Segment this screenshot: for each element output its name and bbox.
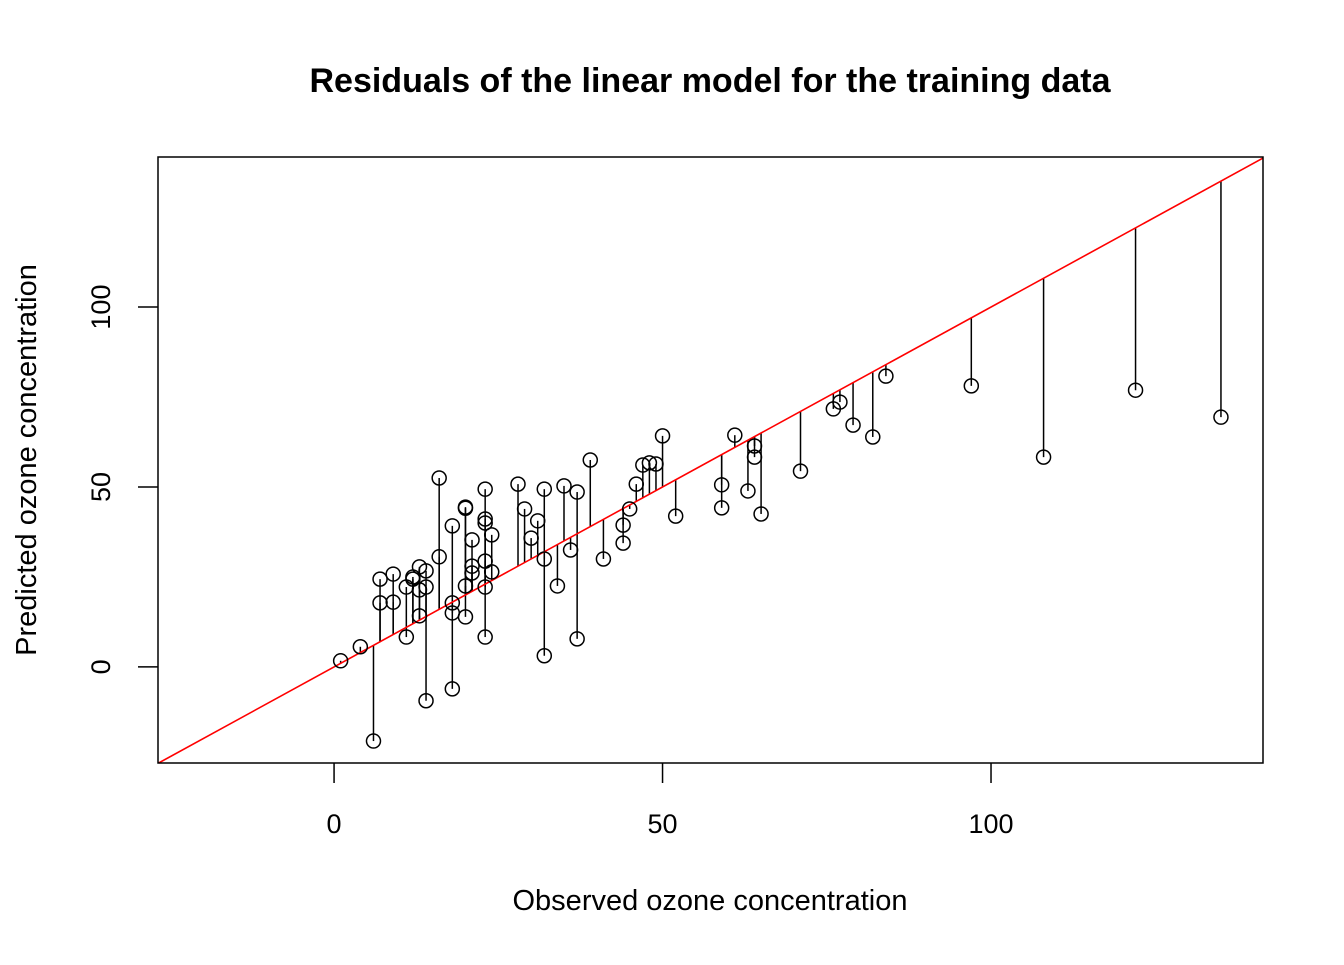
data-point [457, 500, 474, 516]
data-point [431, 470, 447, 486]
data-point [418, 692, 434, 709]
data-point [398, 629, 415, 645]
data-point [483, 527, 500, 543]
identity-line [158, 157, 1264, 764]
data-point [727, 427, 743, 443]
y-axis-label: Predicted ozone concentration [11, 264, 43, 656]
data-point [713, 500, 730, 516]
data-point [556, 478, 572, 494]
data-point [635, 457, 651, 473]
data-point [792, 463, 809, 479]
chart-title: Residuals of the linear model for the tr… [309, 62, 1111, 100]
data-point [477, 481, 493, 497]
data-point [464, 532, 480, 548]
data-point [385, 594, 401, 610]
data-point [628, 476, 645, 492]
data-point [372, 571, 388, 587]
data-point [529, 513, 546, 529]
data-point [477, 629, 493, 645]
data-point [536, 551, 553, 567]
data-point [582, 452, 599, 468]
data-point [352, 639, 369, 655]
data-point [418, 579, 434, 595]
data-point [865, 429, 881, 445]
data-point [1127, 382, 1144, 398]
data-point [845, 417, 861, 433]
data-point [1035, 449, 1052, 465]
data-point [516, 501, 533, 517]
data-point [523, 530, 539, 546]
data-point [713, 477, 730, 493]
y-tick-label: 50 [86, 472, 116, 502]
data-point [372, 595, 388, 611]
data-point [648, 456, 664, 472]
data-point [667, 508, 684, 524]
data-point [464, 565, 480, 581]
data-point [569, 631, 585, 647]
data-point [641, 455, 658, 471]
data-point [418, 563, 434, 579]
data-point [536, 481, 553, 497]
x-tick-label: 50 [648, 809, 678, 839]
data-point [621, 501, 638, 517]
data-point [963, 378, 980, 394]
data-point [510, 476, 526, 492]
data-point [1213, 409, 1229, 425]
data-point [746, 449, 763, 465]
data-point [595, 551, 612, 567]
data-point [878, 368, 894, 384]
data-point [332, 653, 349, 669]
data-point [615, 535, 631, 551]
data-point [483, 564, 500, 580]
data-point [477, 511, 493, 527]
data-point [444, 518, 461, 534]
x-axis-label: Observed ozone concentration [513, 885, 908, 917]
data-point [654, 428, 671, 444]
data-point [431, 549, 447, 565]
data-point [411, 608, 428, 624]
data-point [562, 542, 579, 558]
data-point [753, 506, 769, 522]
data-point [569, 484, 585, 500]
data-point [385, 566, 401, 582]
data-point [464, 558, 480, 574]
data-point [411, 582, 428, 598]
plot-frame [157, 156, 1264, 764]
data-point [365, 733, 382, 749]
data-point [477, 579, 493, 595]
data-point [740, 483, 756, 499]
data-point [444, 681, 461, 697]
y-tick-label: 0 [86, 659, 116, 674]
data-point [444, 595, 461, 611]
data-point [457, 578, 474, 594]
y-tick-label: 100 [86, 285, 116, 330]
data-point [477, 515, 493, 531]
data-point [832, 394, 848, 410]
data-point [457, 609, 474, 625]
data-point [549, 578, 566, 594]
data-point [536, 648, 553, 664]
data-point [615, 517, 631, 533]
x-tick-label: 0 [327, 809, 342, 839]
data-point [746, 438, 763, 454]
x-tick-label: 100 [968, 809, 1013, 839]
